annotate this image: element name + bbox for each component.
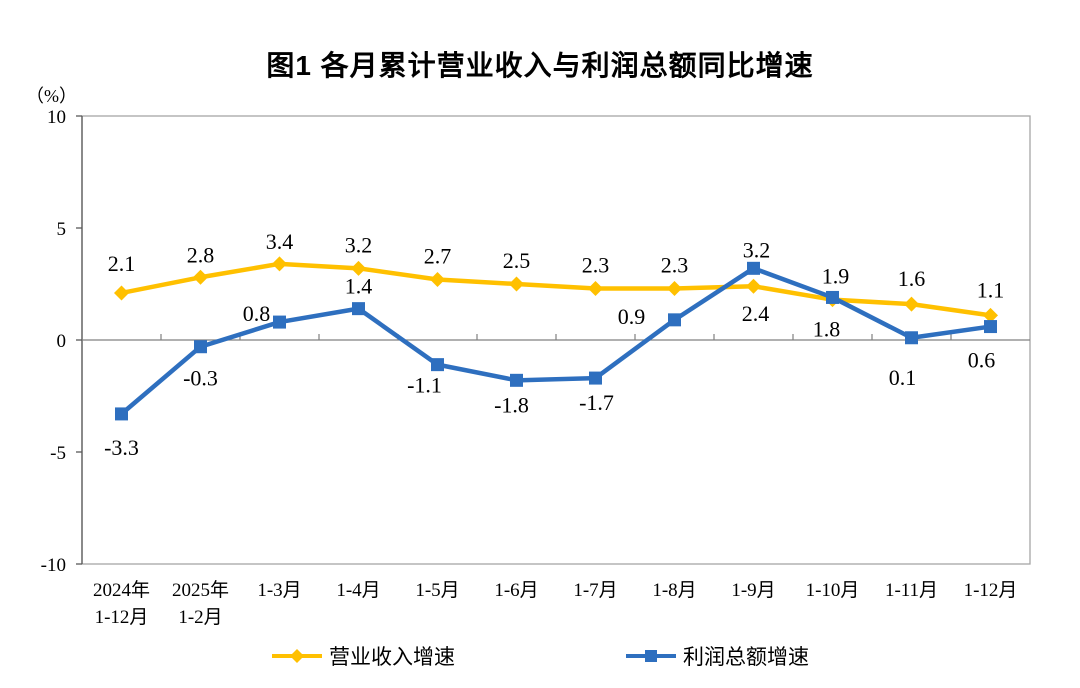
legend-item-revenue: 营业收入增速 [271,641,455,671]
square-marker [826,290,839,304]
y-tick-label: -10 [41,555,66,576]
data-label: 0.9 [618,304,646,329]
legend-label-profit: 利润总额增速 [683,645,809,669]
square-marker [668,313,681,327]
x-tick-label: 1-8月 [652,580,696,601]
data-label: -1.1 [407,373,442,398]
data-label: 1.4 [345,274,373,299]
square-marker [194,340,207,354]
data-label: 1.9 [822,263,850,288]
data-label: 2.1 [108,251,136,276]
x-tick-label: 2024年 [93,579,150,601]
data-label: 2.3 [661,252,689,277]
diamond-marker [351,260,366,276]
square-marker [115,407,128,421]
data-label: 0.1 [889,365,917,390]
revenue-line-diamond-icon [272,649,322,663]
x-tick-label: 1-9月 [731,580,775,601]
square-marker [747,261,760,275]
square-marker [431,358,444,372]
x-tick-label: 1-7月 [573,580,617,601]
data-label: 2.3 [582,252,610,277]
data-label: 3.2 [345,232,373,257]
x-tick-label: 1-4月 [336,580,380,601]
x-tick-label: 1-2月 [178,607,222,628]
data-label: 1.8 [813,317,841,342]
data-label: -1.7 [579,390,614,415]
diamond-marker [509,276,524,292]
data-label: 0.6 [968,348,996,373]
data-label: 2.4 [742,301,770,326]
data-label: 1.1 [977,277,1005,302]
legend-label-revenue: 营业收入增速 [329,645,455,669]
y-tick-label: -5 [50,443,66,464]
profit-line-square-icon [626,650,676,662]
data-label: -3.3 [104,435,139,460]
diamond-marker [904,296,919,312]
data-label: 3.4 [266,229,294,254]
diamond-marker [430,272,445,288]
data-label: 2.5 [503,248,531,273]
diamond-marker [746,278,761,294]
square-marker [352,302,365,316]
x-tick-label: 1-6月 [494,580,538,601]
diamond-marker [193,269,208,285]
y-tick-label: 10 [47,107,66,128]
square-marker [589,371,602,385]
data-label: 0.8 [243,301,271,326]
data-label: -1.8 [494,392,529,417]
x-tick-label: 1-11月 [885,580,938,601]
data-label: 1.6 [898,266,926,291]
y-tick-label: 5 [57,219,67,240]
y-tick-label: 0 [57,331,67,352]
x-tick-label: 1-12月 [964,580,1018,601]
diamond-marker [983,307,998,323]
diamond-marker [114,285,129,301]
square-marker [273,315,286,329]
y-axis-unit-label: （%） [26,86,77,106]
square-marker [905,331,918,345]
x-tick-label: 1-3月 [257,580,301,601]
legend: 营业收入增速 利润总额增速 [0,641,1080,671]
chart-title: 图1 各月累计营业收入与利润总额同比增速 [266,50,814,81]
diamond-marker [588,280,603,296]
square-marker [510,373,523,387]
data-label: 2.7 [424,244,452,269]
series-line-1 [119,266,993,417]
x-tick-label: 2025年 [172,579,229,601]
data-label: 2.8 [187,242,215,267]
diamond-marker [272,256,287,272]
series-line-0 [119,261,993,318]
diamond-marker [667,280,682,296]
legend-item-profit: 利润总额增速 [625,641,809,671]
x-tick-label: 1-12月 [95,607,149,628]
x-tick-label: 1-5月 [415,580,459,601]
x-tick-label: 1-10月 [806,580,860,601]
data-label: -0.3 [183,366,218,391]
square-marker [984,320,997,334]
data-label: 3.2 [743,237,771,262]
